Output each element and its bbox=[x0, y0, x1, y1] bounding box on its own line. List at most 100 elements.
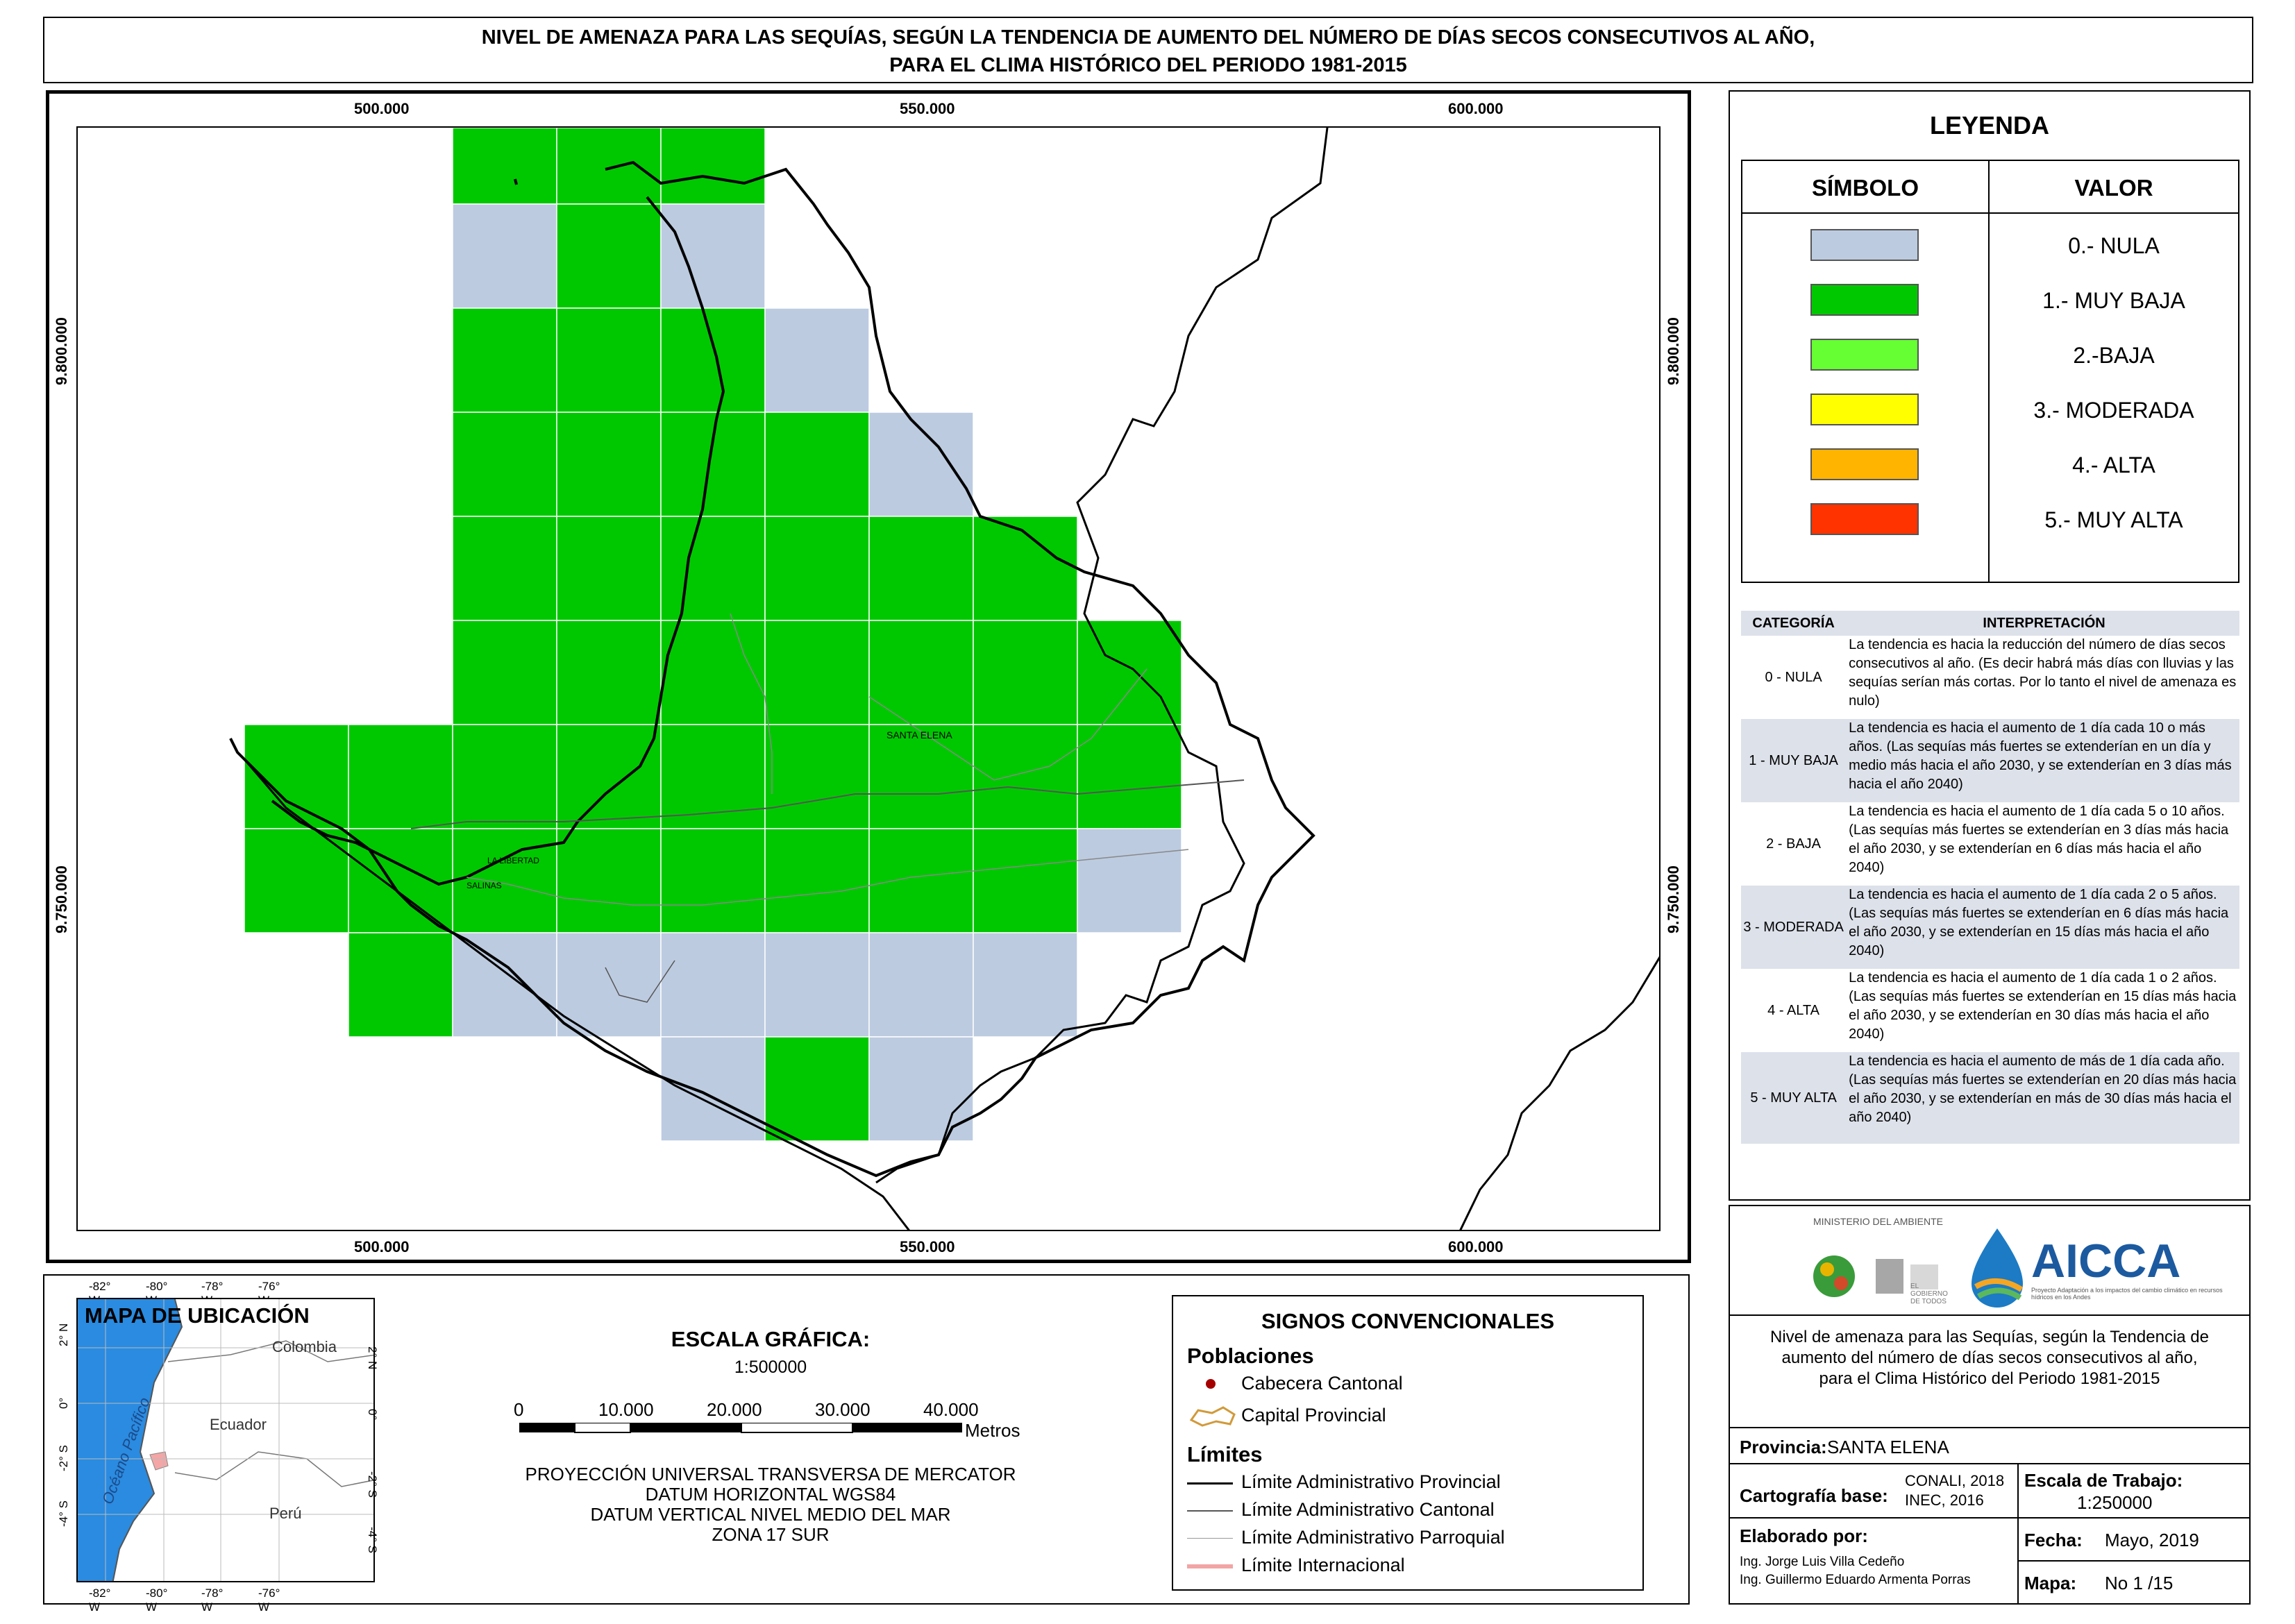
capital-provincial-symbol bbox=[1189, 1406, 1236, 1427]
grid-cell-muy-baja bbox=[452, 412, 557, 517]
x-tick-bottom-550: 550.000 bbox=[900, 1238, 955, 1255]
grid-cell-nula bbox=[1077, 828, 1182, 933]
interp-row: 1 - MUY BAJA La tendencia es hacia el aum… bbox=[1741, 719, 2239, 802]
legend-header-rule bbox=[1742, 212, 2238, 214]
interp-category: 5 - MUY ALTA bbox=[1750, 1090, 1837, 1106]
loc-lat-2s-r: -2° S bbox=[366, 1471, 379, 1498]
cartografia-1: CONALI, 2018 bbox=[1905, 1472, 2005, 1489]
y-tick-left-9750000: 9.750.000 bbox=[53, 865, 70, 933]
interp-row: 4 - ALTA La tendencia es hacia el aumento… bbox=[1741, 969, 2239, 1052]
grid-cell-muy-baja bbox=[348, 724, 453, 829]
signs-limites: Límites bbox=[1187, 1442, 1263, 1466]
info-panel: MINISTERIO DEL AMBIENTE EL GOBIERNO DE T… bbox=[1729, 1205, 2251, 1605]
legend-title: LEYENDA bbox=[1929, 111, 2050, 139]
fecha-value: Mayo, 2019 bbox=[2105, 1530, 2199, 1550]
grid-cell-nula bbox=[556, 932, 662, 1038]
interp-row: 0 - NULA La tendencia es hacia la reducci… bbox=[1741, 636, 2239, 719]
scale-tick-30000: 30.000 bbox=[815, 1399, 871, 1420]
signs-lim-prov: Límite Administrativo Provincial bbox=[1241, 1471, 1501, 1492]
loc-lon-80-b: -80° W bbox=[146, 1587, 168, 1614]
interp-text: La tendencia es hacia el aumento de 1 dí… bbox=[1849, 720, 2232, 792]
legend-label: 5.- MUY ALTA bbox=[2044, 507, 2183, 532]
interpretation-table: CATEGORÍA INTERPRETACIÓN 0 - NULA La tend… bbox=[1741, 611, 2239, 1144]
autor-2: Ing. Guillermo Eduardo Armenta Porras bbox=[1740, 1573, 1971, 1587]
scale-ratio: 1:500000 bbox=[734, 1357, 807, 1377]
western-boundary-line bbox=[271, 196, 725, 886]
grid-cell-muy-baja bbox=[452, 620, 557, 725]
grid-cell-muy-baja bbox=[868, 516, 974, 621]
legend-panel bbox=[1729, 90, 2251, 1201]
ministerio-logo bbox=[1813, 1255, 1938, 1297]
loc-lat-2n: 2° N bbox=[57, 1323, 70, 1346]
interp-rows: 0 - NULA La tendencia es hacia la reducci… bbox=[1741, 636, 2239, 1144]
grid-cell-nula bbox=[660, 1036, 766, 1142]
grid-cell-muy-baja bbox=[1077, 724, 1182, 829]
grid-cell-muy-baja bbox=[348, 932, 453, 1038]
lim-parr-line bbox=[1187, 1538, 1233, 1539]
grid-cell-muy-baja bbox=[764, 724, 870, 829]
legend-label: 3.- MODERADA bbox=[2033, 398, 2194, 423]
interp-category: 1 - MUY BAJA bbox=[1749, 752, 1838, 768]
legend-swatch bbox=[1810, 339, 1919, 371]
location-map-panel: -82° W -80° W -78° W -76° W MAPA DE UBIC… bbox=[46, 1277, 407, 1614]
lim-cant-line bbox=[1187, 1510, 1233, 1512]
info-rule-3 bbox=[1730, 1463, 2249, 1464]
loc-label-peru: Perú bbox=[269, 1505, 302, 1522]
loc-lat-4s-r: -4° S bbox=[366, 1527, 379, 1553]
provincia-label: Provincia: bbox=[1740, 1437, 1827, 1457]
aicca-logo-text: AICCA bbox=[2031, 1235, 2181, 1287]
location-map-title: MAPA DE UBICACIÓN bbox=[85, 1303, 310, 1328]
interp-text: La tendencia es hacia la reducción del n… bbox=[1849, 637, 2237, 709]
loc-lat-4s: -4° S bbox=[57, 1500, 70, 1527]
gobierno-text: EL GOBIERNO DE TODOS bbox=[1910, 1283, 1948, 1305]
grid-cell-muy-baja bbox=[660, 412, 766, 517]
grid-cell-muy-baja bbox=[556, 203, 662, 309]
y-tick-right-9800000: 9.800.000 bbox=[1665, 317, 1682, 385]
scale-tick-20000: 20.000 bbox=[707, 1399, 762, 1420]
grid-cell-muy-baja bbox=[868, 724, 974, 829]
label-santa-elena: SANTA ELENA bbox=[886, 729, 952, 741]
interp-col-category: CATEGORÍA bbox=[1752, 615, 1835, 631]
grid-cell-nula bbox=[764, 307, 870, 413]
grid-cell-nula bbox=[452, 203, 557, 309]
legend-col-value: VALOR bbox=[2074, 175, 2153, 201]
location-map-svg bbox=[78, 1299, 373, 1581]
grid-cell-muy-baja bbox=[660, 828, 766, 933]
interp-header: CATEGORÍA INTERPRETACIÓN bbox=[1741, 611, 2239, 636]
parish-boundary-line-3 bbox=[730, 613, 773, 794]
grid-cell-muy-baja bbox=[556, 516, 662, 621]
legend-table: SÍMBOLO VALOR 0.- NULA 1.- MUY BAJA 2.-BAJ… bbox=[1741, 160, 2239, 583]
title-line-1: NIVEL DE AMENAZA PARA LAS SEQUÍAS, SEGÚN… bbox=[481, 26, 1815, 49]
map-canvas[interactable]: SANTA ELENA LA LIBERTAD SALINAS bbox=[76, 126, 1661, 1231]
aicca-drop-icon bbox=[1972, 1228, 2024, 1308]
grid-cell-muy-baja bbox=[452, 724, 557, 829]
projection-info: PROYECCIÓN UNIVERSAL TRANSVERSA DE MERCA… bbox=[486, 1464, 1055, 1545]
loc-lat-2n-r: 2° N bbox=[366, 1346, 379, 1370]
interp-row: 3 - MODERADA La tendencia es hacia el aum… bbox=[1741, 886, 2239, 969]
info-rule-4 bbox=[1730, 1517, 2249, 1519]
grid-cell-muy-baja bbox=[556, 620, 662, 725]
x-tick-bottom-500: 500.000 bbox=[354, 1238, 410, 1255]
projection-line-1: PROYECCIÓN UNIVERSAL TRANSVERSA DE MERCA… bbox=[525, 1464, 1016, 1485]
cantonal-boundary-line bbox=[410, 779, 1245, 829]
signs-lim-int: Límite Internacional bbox=[1241, 1555, 1405, 1575]
grid-cell-nula bbox=[868, 932, 974, 1038]
scale-unit: Metros bbox=[965, 1420, 1020, 1441]
cabecera-cantonal-symbol bbox=[1206, 1379, 1216, 1389]
x-tick-bottom-600: 600.000 bbox=[1448, 1238, 1504, 1255]
lim-prov-line bbox=[1187, 1482, 1233, 1485]
lim-int-line bbox=[1187, 1564, 1233, 1568]
parish-boundary-line-2 bbox=[868, 668, 1148, 781]
coast-east-line bbox=[875, 128, 1329, 1184]
loc-lon-78-b: -78° W bbox=[201, 1587, 224, 1614]
signs-cabecera: Cabecera Cantonal bbox=[1241, 1373, 1403, 1394]
description-line-1: Nivel de amenaza para las Sequías, según… bbox=[1770, 1328, 2209, 1346]
mapa-value: No 1 /15 bbox=[2105, 1573, 2174, 1593]
grid-cell-muy-baja bbox=[244, 828, 349, 933]
loc-lat-0-r: 0° bbox=[366, 1409, 379, 1421]
legend-swatch bbox=[1810, 503, 1919, 535]
grid-cell-muy-baja bbox=[660, 128, 766, 205]
loc-lat-2s: -2° S bbox=[57, 1445, 70, 1471]
cartografia-label: Cartografía base: bbox=[1740, 1485, 1888, 1506]
grid-cell-muy-baja bbox=[868, 620, 974, 725]
